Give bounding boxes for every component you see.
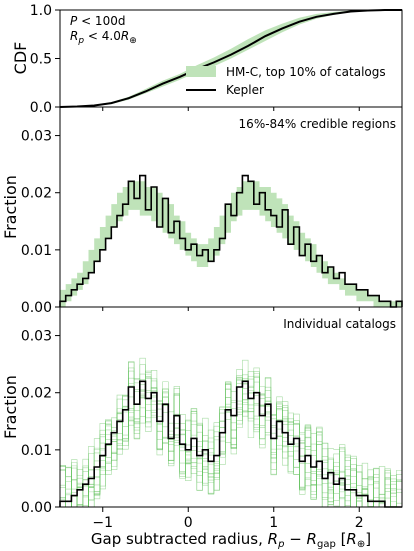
legend-kepler-label: Kepler — [226, 83, 264, 97]
cdf-line-layer — [59, 9, 402, 108]
cdf-kepler-line — [59, 9, 402, 108]
credible-panel: 0.00 0.01 0.02 0.03 Fraction 16%-84% credib… — [1, 106, 403, 316]
cdf-y-tick-label: 0.0 — [30, 100, 52, 116]
cdf-band — [60, 10, 402, 107]
catalogs-y-axis-label: Fraction — [1, 375, 20, 439]
catalogs-y-tick-label: 0.02 — [21, 386, 52, 402]
cdf-annotation-radius: Rp < 4.0R⊕ — [70, 29, 137, 46]
catalogs-kepler-line — [59, 380, 402, 508]
catalogs-ticks: 0.00 0.01 0.02 0.03 −1 0 1 2 — [21, 329, 364, 531]
catalogs-kepler-layer — [59, 380, 402, 508]
cdf-legend: HM-C, top 10% of catalogs Kepler — [186, 65, 386, 97]
cdf-y-tick-label: 1.0 — [30, 3, 52, 19]
catalogs-axes-frame — [59, 306, 403, 508]
credible-band-layer — [60, 181, 402, 307]
cdf-annotation-period: P < 100d — [70, 14, 125, 28]
catalogs-annotation: Individual catalogs — [283, 317, 396, 331]
credible-y-tick-label: 0.00 — [21, 300, 52, 316]
catalogs-panel: 0.00 0.01 0.02 0.03 −1 0 1 2 Fraction Individua… — [1, 306, 403, 550]
credible-y-tick-label: 0.02 — [21, 186, 52, 202]
credible-band — [60, 181, 402, 307]
cdf-panel: 0.0 0.5 1.0 CDF P < 100d Rp < 4.0R⊕ HM-C, … — [11, 3, 403, 116]
catalogs-y-tick-label: 0.01 — [21, 443, 52, 459]
legend-band-label: HM-C, top 10% of catalogs — [226, 65, 386, 79]
x-tick-label: 1 — [269, 515, 278, 531]
credible-kepler-layer — [59, 174, 403, 308]
cdf-y-tick-label: 0.5 — [30, 52, 52, 68]
cdf-band-layer — [60, 10, 402, 107]
credible-ticks: 0.00 0.01 0.02 0.03 — [21, 129, 360, 316]
x-tick-label: 0 — [184, 515, 193, 531]
credible-y-axis-label: Fraction — [1, 175, 20, 239]
credible-y-tick-label: 0.01 — [21, 243, 52, 259]
cdf-y-axis-label: CDF — [11, 42, 30, 75]
credible-kepler-line — [59, 174, 403, 308]
legend-band-swatch — [186, 66, 216, 77]
catalog-line — [59, 373, 402, 508]
x-tick-label: −1 — [92, 515, 113, 531]
credible-y-tick-label: 0.03 — [21, 129, 52, 145]
x-tick-label: 2 — [355, 515, 364, 531]
catalogs-y-tick-label: 0.00 — [21, 500, 52, 516]
x-axis-label: Gap subtracted radius, Rp − Rgap [R⊕] — [91, 530, 371, 550]
catalogs-y-tick-label: 0.03 — [21, 329, 52, 345]
credible-annotation: 16%-84% credible regions — [239, 117, 396, 131]
cdf-ticks: 0.0 0.5 1.0 — [30, 3, 360, 116]
